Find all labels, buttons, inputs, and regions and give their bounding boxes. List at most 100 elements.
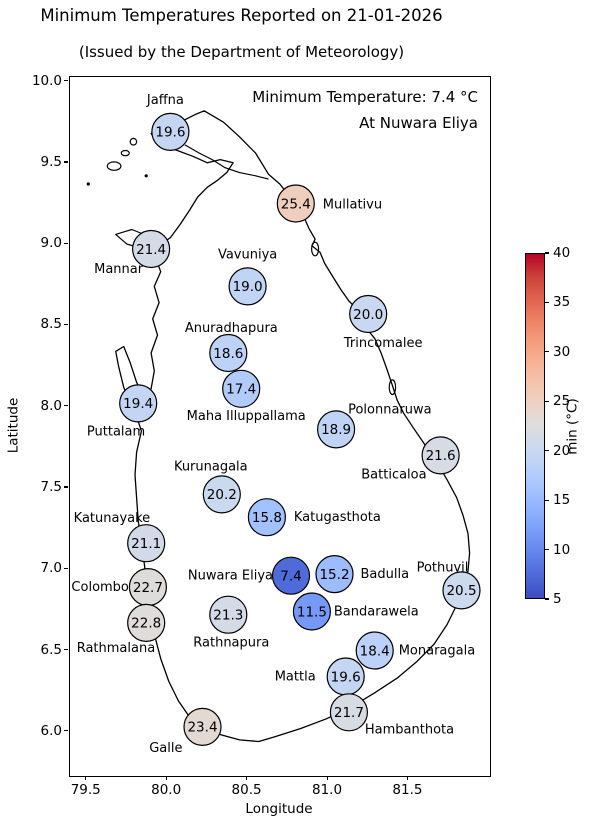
colorbar-tick-label: 15 <box>553 492 571 509</box>
colorbar-tick-label: 20 <box>553 442 571 459</box>
y-tick-mark <box>64 323 68 326</box>
station-name-label: Anuradhapura <box>185 321 278 336</box>
station-value: 22.7 <box>133 580 163 596</box>
map-plot: 19.6 Jaffna 25.4 Mullativu 21.4 Mannar 19.0 Vav… <box>69 76 491 777</box>
station-marker <box>315 555 354 594</box>
station-name-label: Galle <box>149 741 182 756</box>
station-name-label: Colombo <box>71 580 129 595</box>
station-value: 22.8 <box>131 616 161 632</box>
station-name-label: Bandarawela <box>334 605 419 620</box>
station-name-label: Kurunagala <box>174 459 248 474</box>
station-value: 21.4 <box>136 242 166 258</box>
station-marker <box>202 475 241 514</box>
station-texts: 19.6 Jaffna 25.4 Mullativu 21.4 Mannar 19.0 Vav… <box>71 93 476 756</box>
station-marker <box>119 384 158 423</box>
station-value: 20.0 <box>353 307 383 323</box>
station-name-label: Badulla <box>361 567 410 582</box>
station-value: 18.4 <box>360 643 390 659</box>
station-name-label: Vavuniya <box>218 247 277 262</box>
station-value: 7.4 <box>280 569 301 585</box>
figure-title: Minimum Temperatures Reported on 21-01-2… <box>40 6 443 25</box>
y-tick-label: 7.5 <box>40 478 62 495</box>
station-value: 23.4 <box>187 720 217 736</box>
station-name-label: Rathnapura <box>193 636 269 651</box>
island-outline <box>106 161 122 171</box>
station-marker <box>247 498 286 537</box>
station-marker <box>131 229 171 269</box>
island-outline <box>129 137 138 146</box>
station-marker <box>317 410 356 449</box>
colorbar-tick-mark <box>545 450 549 452</box>
station-name-label: Pothuvil <box>417 560 469 575</box>
y-tick-label: 8.5 <box>40 316 62 333</box>
colorbar-tick-label: 25 <box>553 393 571 410</box>
y-tick-mark <box>64 486 68 488</box>
y-tick-mark <box>64 567 68 569</box>
lagoon-line <box>184 144 269 180</box>
y-tick-label: 10.0 <box>31 72 62 89</box>
y-axis-label: Latitude <box>5 397 22 454</box>
station-value: 11.5 <box>297 604 327 620</box>
station-name-label: Batticaloa <box>361 467 426 482</box>
station-value: 17.4 <box>226 382 256 398</box>
y-tick-label: 9.0 <box>40 235 62 252</box>
station-value: 19.6 <box>331 669 361 685</box>
islet-dot <box>86 182 90 186</box>
x-tick-label: 81.0 <box>311 782 343 798</box>
y-tick-mark <box>64 80 68 82</box>
station-markers <box>119 112 481 747</box>
station-name-label: Jaffna <box>146 93 184 108</box>
x-tick-mark <box>165 776 167 781</box>
station-value: 20.5 <box>446 583 476 599</box>
island-outline <box>120 149 130 157</box>
station-name-label: Maha Illuppallama <box>187 409 306 424</box>
colorbar-label: min (°C) <box>564 398 581 455</box>
y-tick-mark <box>64 405 68 407</box>
colorbar-tick-mark <box>545 598 549 600</box>
station-name-label: Katugasthota <box>294 510 381 525</box>
station-value: 25.4 <box>281 196 311 212</box>
island-outline <box>311 241 320 257</box>
annotation-line-1: Minimum Temperature: 7.4 °C <box>252 88 478 106</box>
station-value: 15.2 <box>319 567 349 583</box>
colorbar-tick-label: 10 <box>553 541 571 558</box>
annotation-line-2: At Nuwara Eliya <box>359 113 478 132</box>
x-tick-mark <box>246 776 248 781</box>
station-name-label: Hambanthota <box>365 722 454 737</box>
x-tick-label: 80.0 <box>151 782 182 798</box>
station-value: 21.6 <box>426 448 456 464</box>
station-name-label: Puttalam <box>87 424 145 439</box>
colorbar-tick-label: 40 <box>553 245 571 261</box>
colorbar-tick-mark <box>545 499 549 501</box>
station-name-label: Mullativu <box>323 198 382 213</box>
x-axis-label: Longitude <box>245 801 313 817</box>
station-marker <box>329 693 368 732</box>
x-tick-mark <box>85 776 87 781</box>
y-tick-label: 9.5 <box>40 153 62 170</box>
colorbar-tick-mark <box>545 351 549 353</box>
station-value: 19.0 <box>233 279 263 295</box>
sri-lanka-map: 19.6 Jaffna 25.4 Mullativu 21.4 Mannar 19.0 Vav… <box>71 93 481 756</box>
colorbar-tick-label: 5 <box>553 591 562 607</box>
colorbar-tick-mark <box>545 400 549 402</box>
station-value: 19.6 <box>155 125 185 141</box>
islet-dot <box>144 174 148 178</box>
station-marker <box>442 571 481 610</box>
station-value: 21.7 <box>334 705 364 721</box>
colorbar-tick-mark <box>545 548 549 551</box>
colorbar-tick-mark <box>545 301 549 304</box>
station-value: 18.9 <box>321 422 351 438</box>
station-name-label: Monaragala <box>399 644 475 659</box>
station-marker <box>209 333 248 373</box>
y-tick-label: 8.0 <box>40 397 62 414</box>
station-marker <box>276 184 315 223</box>
y-tick-label: 7.0 <box>40 560 62 577</box>
y-tick-mark <box>64 161 68 163</box>
min-temp-annotation: Minimum Temperature: 7.4 °C At Nuwara El… <box>252 85 478 136</box>
y-tick-mark <box>64 649 68 651</box>
station-marker <box>151 112 190 152</box>
colorbar <box>525 253 545 599</box>
y-tick-label: 6.5 <box>40 641 62 658</box>
y-tick-label: 6.0 <box>40 722 62 739</box>
